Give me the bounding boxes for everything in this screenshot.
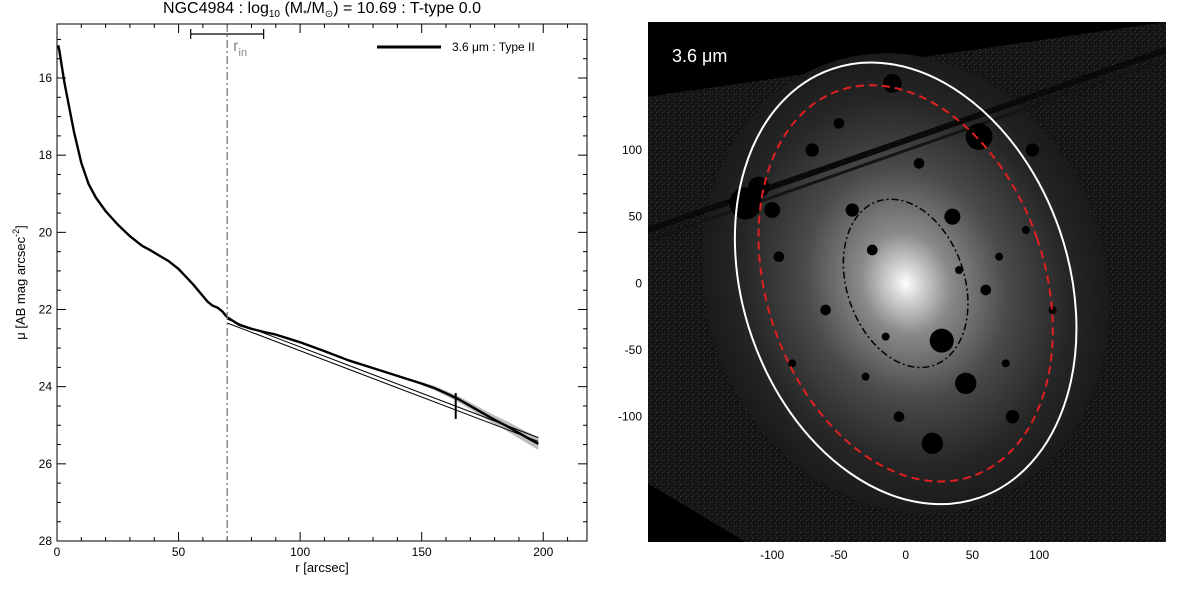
star-mask — [861, 372, 870, 381]
title-mass-star: * — [303, 9, 308, 21]
profile-series — [57, 44, 539, 445]
ellipse-outer-white — [733, 61, 1078, 506]
chart-title: NGC4984 : log10 (M*/M⊙) = 10.69 : T-type… — [163, 0, 481, 21]
image-content — [648, 22, 1166, 542]
y-tick-label: 18 — [39, 148, 53, 162]
y-axis-label-sup: -2 — [11, 229, 21, 237]
star-mask — [820, 304, 831, 316]
star-mask — [921, 432, 944, 455]
star-mask — [805, 143, 819, 157]
star-masks — [648, 47, 1166, 455]
profile-frame — [56, 23, 588, 542]
y-tick-label: 22 — [39, 303, 53, 317]
y-axis-label: μ [AB mag arcsec-2] — [11, 225, 28, 340]
y-axis-label-end: ] — [13, 225, 28, 229]
star-mask — [773, 251, 785, 263]
star-mask — [1021, 225, 1030, 235]
image-x-tick-label: -50 — [830, 548, 848, 562]
ellipse-inner-dashdot — [842, 198, 969, 369]
star-mask — [1005, 409, 1020, 424]
title-log: log — [247, 0, 269, 17]
r-in-sub: in — [239, 47, 248, 59]
star-mask — [1048, 305, 1057, 315]
star-mask — [955, 372, 977, 395]
star-mask — [929, 328, 954, 353]
star-mask — [944, 208, 961, 225]
image-x-tick-label: 100 — [1029, 548, 1049, 562]
image-axes: -100 -50 0 50 100 100 50 0 -50 -100 — [618, 143, 1050, 562]
title-mass-open: (M — [284, 0, 304, 17]
legend: 3.6 μm : Type II — [377, 40, 535, 54]
y-tick-label: 28 — [39, 534, 53, 548]
title-galaxy: NGC4984 — [163, 0, 235, 17]
galaxy-light — [701, 53, 1110, 514]
image-x-tick-label: 50 — [966, 548, 980, 562]
y-tick-label: 24 — [39, 380, 53, 394]
star-mask — [995, 252, 1004, 261]
profile-labels: r [arcsec] μ [AB mag arcsec-2] 3.6 μm : … — [11, 38, 535, 575]
star-mask — [881, 332, 890, 341]
legend-label: 3.6 μm : Type II — [452, 40, 535, 54]
band-label: 3.6 μm — [672, 46, 727, 66]
star-mask — [980, 284, 992, 296]
star-mask — [955, 265, 964, 275]
star-mask — [1001, 359, 1010, 368]
image-y-tick-label: 50 — [629, 210, 643, 224]
image-y-tick-label: -50 — [625, 343, 643, 357]
ellipse-red-dashed — [757, 84, 1054, 483]
x-axis-label: r [arcsec] — [295, 560, 348, 575]
profile-annotations — [190, 24, 457, 541]
image-x-tick-label: 0 — [902, 548, 909, 562]
star-mask — [788, 359, 797, 368]
x-tick-label: 150 — [412, 545, 432, 559]
isophote-ellipses — [733, 61, 1078, 506]
star-mask — [893, 411, 905, 423]
y-tick-label: 20 — [39, 225, 53, 239]
y-tick-label: 26 — [39, 457, 53, 471]
fit-line — [227, 318, 539, 439]
star-mask — [764, 201, 781, 219]
x-tick-label: 0 — [54, 545, 61, 559]
star-mask — [833, 117, 845, 129]
title-mass-sun: ⊙ — [324, 9, 334, 21]
image-y-tick-label: -100 — [618, 410, 642, 424]
x-tick-label: 50 — [172, 545, 186, 559]
title-mass-close: ) = 10.69 : T-type 0.0 — [333, 0, 481, 17]
profile-ticks: 0 50 100 150 200 16 18 20 22 24 26 28 — [39, 24, 587, 559]
y-axis-label-main: μ [AB mag arcsec — [13, 236, 28, 339]
r-in-label: rin — [233, 38, 247, 59]
series-line — [57, 44, 539, 445]
star-mask — [913, 157, 925, 169]
y-tick-label: 16 — [39, 71, 53, 85]
fit-line — [227, 322, 539, 442]
star-mask — [845, 203, 859, 217]
image-y-tick-label: 0 — [635, 276, 642, 290]
title-mass-slash: /M — [307, 0, 325, 17]
x-tick-label: 100 — [290, 545, 310, 559]
fit-lines — [227, 318, 539, 442]
image-y-tick-label: 100 — [622, 143, 642, 157]
title-log-sub: 10 — [268, 9, 280, 21]
x-tick-label: 200 — [533, 545, 553, 559]
star-mask — [866, 244, 878, 256]
star-mask — [965, 123, 993, 151]
star-mask — [1025, 143, 1040, 157]
r-in-main: r — [233, 38, 239, 55]
image-x-tick-label: -100 — [760, 548, 784, 562]
